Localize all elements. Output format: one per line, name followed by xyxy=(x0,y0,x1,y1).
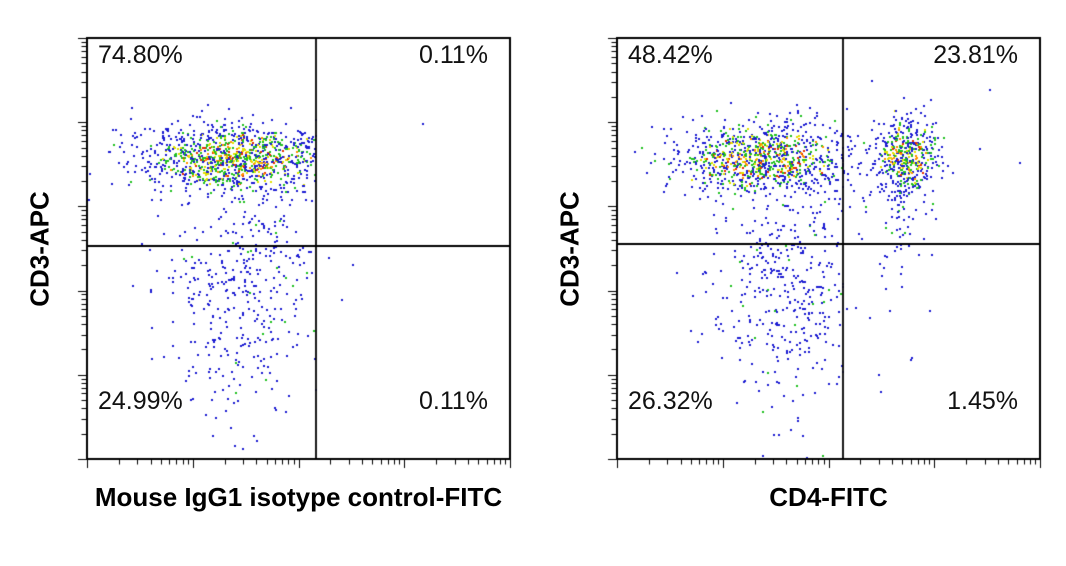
flow-dot-plots-canvas xyxy=(0,0,1066,566)
figure: 74.80% 0.11% 24.99% 0.11% Mouse IgG1 iso… xyxy=(0,0,1066,566)
